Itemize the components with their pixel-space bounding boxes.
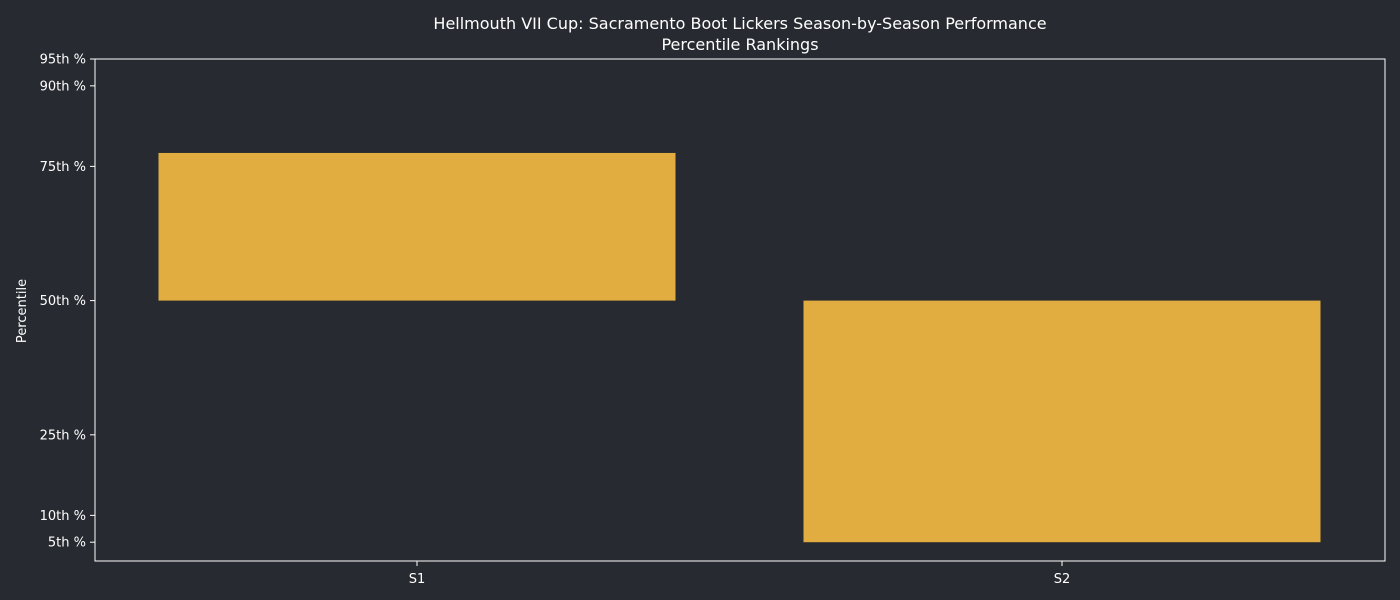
y-tick-label: 25th % — [40, 428, 86, 443]
y-tick-label: 95th % — [40, 53, 86, 68]
y-tick-label: 75th % — [40, 160, 86, 175]
y-tick-label: 50th % — [40, 294, 86, 309]
y-axis-label: Percentile — [15, 279, 30, 343]
y-tick-label: 10th % — [40, 509, 86, 524]
plot-area-frame — [94, 58, 1386, 562]
x-tick-label: S2 — [1054, 572, 1071, 587]
x-tick-label: S1 — [409, 572, 426, 587]
bar-s2 — [803, 300, 1321, 543]
bar-s1 — [158, 152, 676, 301]
y-tick-label: 90th % — [40, 79, 86, 94]
chart-title-line-2: Percentile Rankings — [661, 35, 818, 54]
bars-layer — [158, 152, 1321, 543]
y-tick-label: 5th % — [48, 536, 86, 551]
ticks-layer: 5th % 10th % 25th % 50th % 75th % 90th % 95th … — [40, 53, 1071, 588]
chart-title-line-1: Hellmouth VII Cup: Sacramento Boot Licke… — [433, 14, 1046, 33]
